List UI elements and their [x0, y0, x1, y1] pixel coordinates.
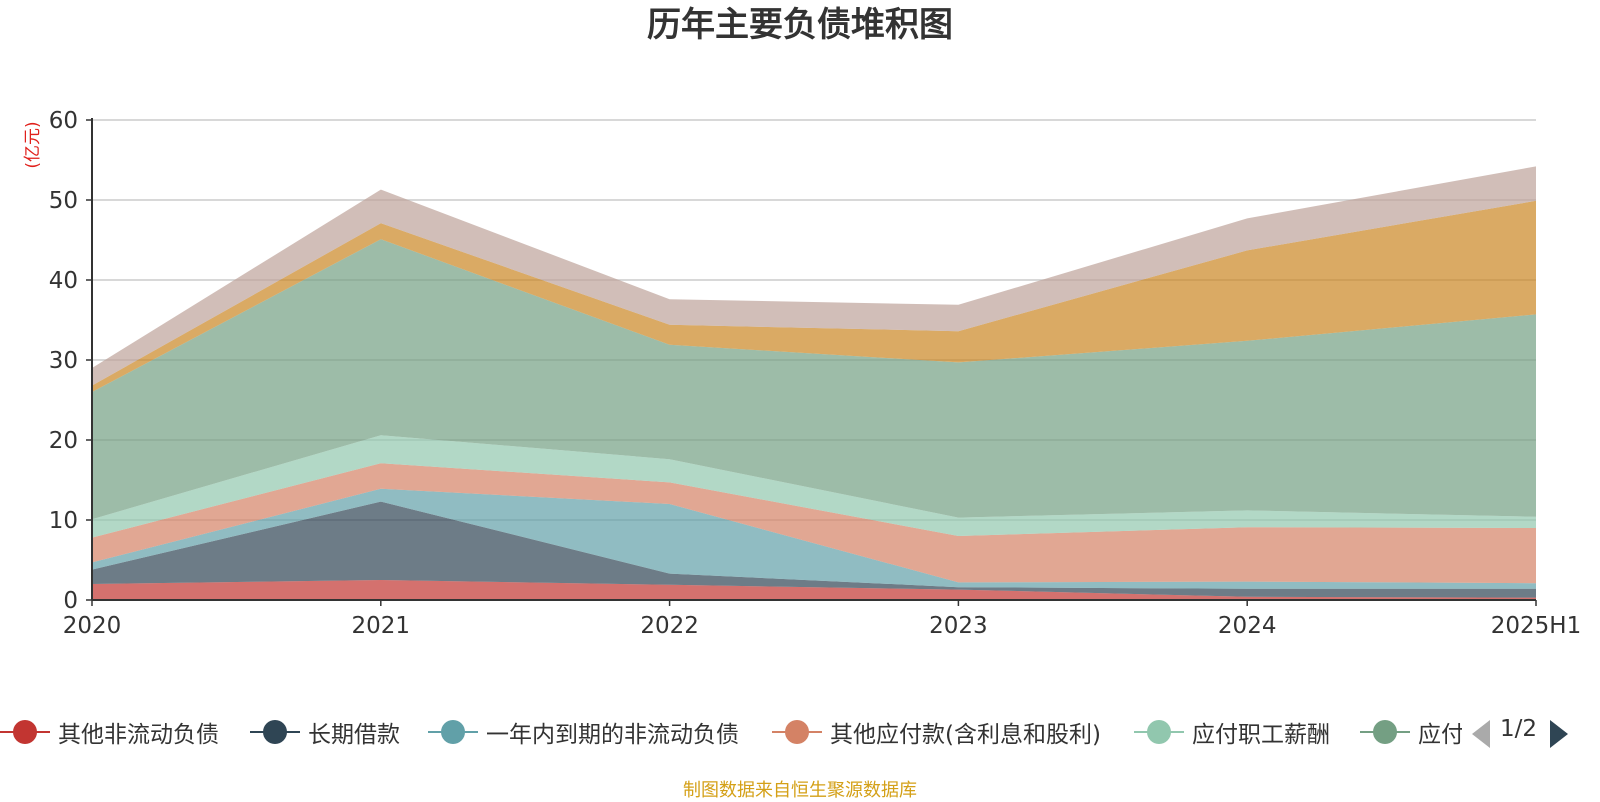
area-series-8 — [92, 166, 1536, 386]
legend-item[interactable]: 长期借款 — [250, 712, 400, 752]
x-tick-label: 2020 — [63, 613, 122, 639]
legend-label: 长期借款 — [308, 722, 400, 748]
axes: 0 10 20 30 40 50 60 2020 2021 2022 2023 2024 2025H1 — [49, 108, 1582, 639]
x-tick-label: 2025H1 — [1491, 613, 1581, 639]
legend-item[interactable]: 应付职工薪酬 — [1134, 712, 1330, 752]
legend-marker-icon — [1134, 712, 1184, 752]
area-series-5 — [92, 435, 1536, 538]
legend-item[interactable]: 其他非流动负债 — [0, 712, 219, 752]
source-note: 制图数据来自恒生聚源数据库 — [683, 780, 917, 801]
y-tick-label: 10 — [49, 508, 78, 534]
y-tick-label: 50 — [49, 188, 78, 214]
x-tick-label: 2022 — [640, 613, 699, 639]
y-axis-unit-label: (亿元) — [23, 121, 43, 168]
y-tick-label: 40 — [49, 268, 78, 294]
y-tick-label: 20 — [49, 428, 78, 454]
x-tick-label: 2023 — [929, 613, 988, 639]
legend-label: 其他非流动负债 — [58, 722, 219, 748]
stacked-areas — [92, 166, 1536, 600]
area-series-3 — [92, 488, 1536, 589]
legend-marker-icon — [772, 712, 822, 752]
x-tick-label: 2021 — [352, 613, 411, 639]
chart-title: 历年主要负债堆积图 — [647, 5, 953, 45]
legend-label: 其他应付款(含利息和股利) — [830, 722, 1101, 748]
y-tick-label: 0 — [63, 588, 78, 614]
legend-marker-icon — [0, 712, 50, 752]
legend-label: 一年内到期的非流动负债 — [486, 722, 739, 748]
legend-item[interactable]: 其他应付款(含利息和股利) — [772, 712, 1101, 752]
legend-marker-icon — [428, 712, 478, 752]
legend-page-indicator: 1/2 — [1500, 716, 1538, 742]
legend-item[interactable]: 一年内到期的非流动负债 — [428, 712, 739, 752]
area-series-6 — [92, 239, 1536, 520]
legend-marker-icon — [250, 712, 300, 752]
area-series-4 — [92, 463, 1536, 584]
legend-next-page-icon[interactable] — [1550, 720, 1568, 748]
area-series-1 — [92, 580, 1536, 600]
area-series-2 — [92, 501, 1536, 598]
legend-prev-page-icon[interactable] — [1472, 720, 1490, 748]
legend-label: 应付职工薪酬 — [1192, 722, 1330, 748]
legend-marker-icon — [1360, 712, 1410, 752]
legend: 其他非流动负债 长期借款 一年内到期的非流动负债 其他应付款(含利息和股利) 应付职工薪… — [0, 712, 1600, 752]
y-tick-label: 30 — [49, 348, 78, 374]
x-tick-label: 2024 — [1218, 613, 1277, 639]
y-tick-label: 60 — [49, 108, 78, 134]
